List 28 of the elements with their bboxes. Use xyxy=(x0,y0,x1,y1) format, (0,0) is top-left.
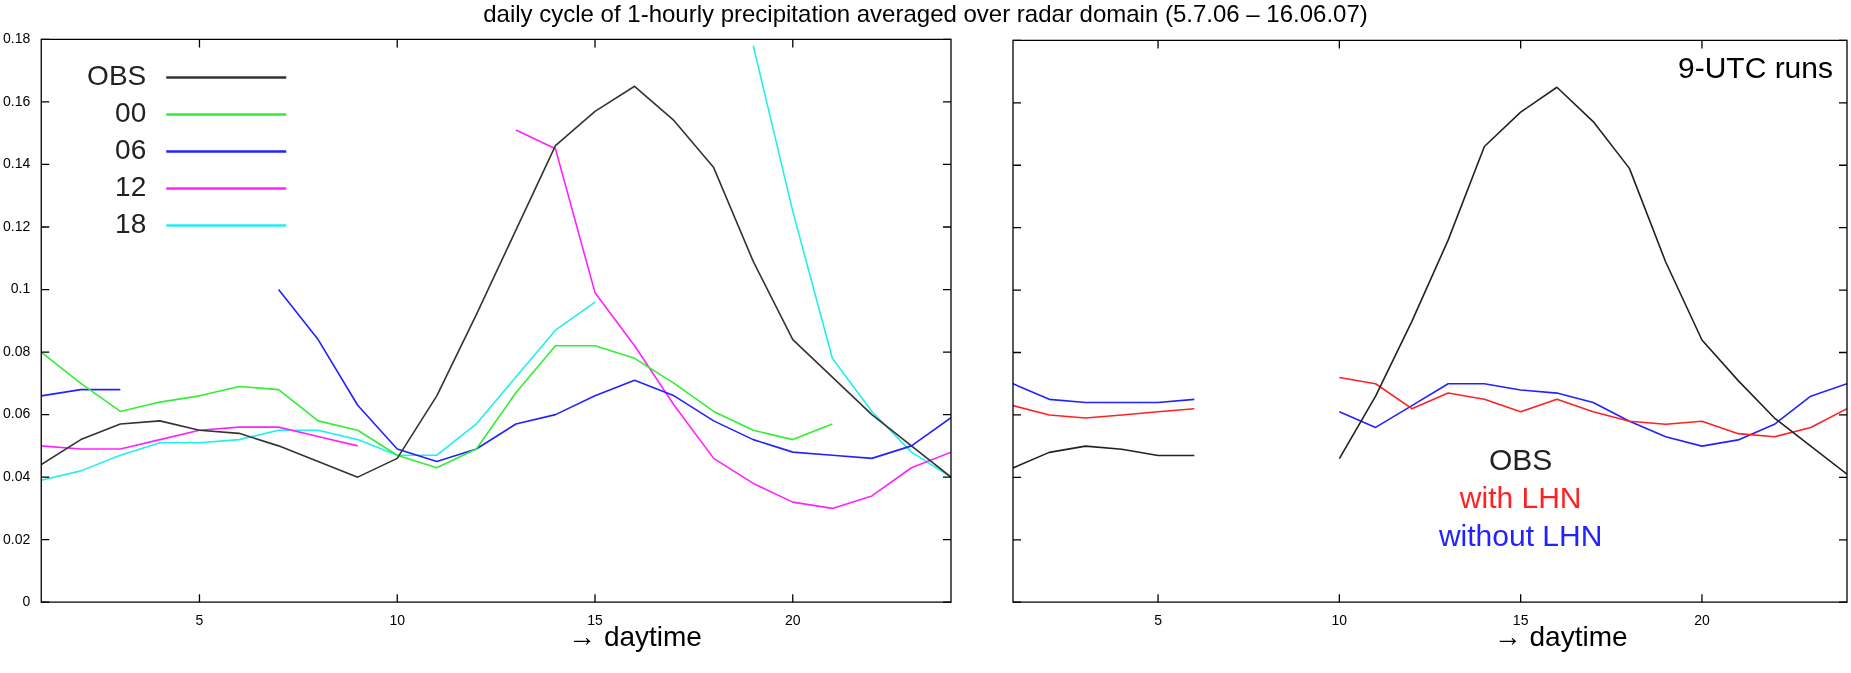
y-tick-label: 0.14 xyxy=(3,155,31,172)
x-tick-label: 15 xyxy=(1512,612,1529,629)
text: OBS xyxy=(1488,443,1553,477)
x-tick-label: 20 xyxy=(784,612,801,629)
x-tick-label: 15 xyxy=(587,612,604,629)
y-tick-label: 0.18 xyxy=(3,30,31,47)
legend-label: 12 xyxy=(115,171,147,203)
y-tick-label: 0.12 xyxy=(3,217,31,234)
y-tick-label: 0.1 xyxy=(10,280,31,297)
y-tick-label: 0.02 xyxy=(3,530,31,547)
text: with LHN xyxy=(1458,481,1582,515)
text: without LHN xyxy=(1437,519,1603,553)
legend-label: 18 xyxy=(115,208,147,240)
x-tick-label: 10 xyxy=(1331,612,1348,629)
x-tick-label: 5 xyxy=(195,612,204,629)
y-tick-label: 0 xyxy=(22,593,31,610)
y-tick-label: 0.08 xyxy=(3,342,31,359)
x-tick-label: 20 xyxy=(1694,612,1710,629)
x-tick-label: 10 xyxy=(389,612,406,629)
y-tick-label: 0.16 xyxy=(3,92,31,109)
chart-title: daily cycle of 1-hourly precipitation averaged over radar domain (5.7.06 – 16.06.07) xyxy=(482,0,1369,28)
legend-label: 00 xyxy=(115,97,147,129)
x-tick-label: 5 xyxy=(1154,612,1163,629)
annotation: 9-UTC runs xyxy=(1677,50,1833,84)
y-tick-label: 0.06 xyxy=(3,405,31,422)
legend-label: OBS xyxy=(87,60,147,92)
y-tick-label: 0.04 xyxy=(3,467,31,484)
legend-label: 06 xyxy=(115,134,147,166)
